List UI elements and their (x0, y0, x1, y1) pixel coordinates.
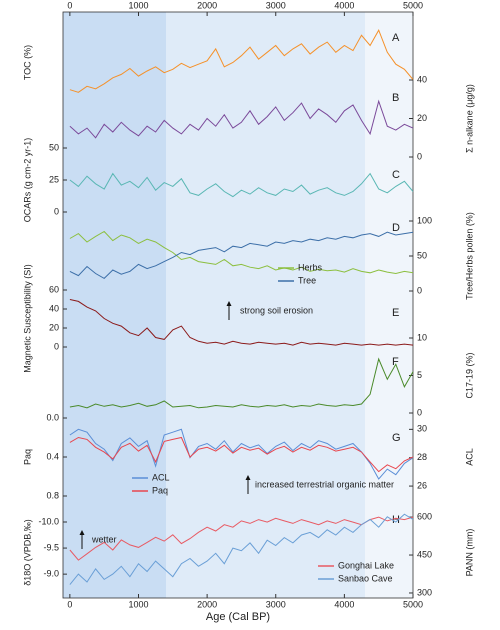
annotation-arrowhead (226, 301, 232, 306)
y-tick-label: 0 (54, 206, 59, 216)
y2-axis-label: C17-19 (%) (464, 352, 474, 398)
data-line (69, 299, 414, 346)
y-tick-label: 0 (54, 341, 59, 351)
y-tick-label: -9.0 (43, 569, 59, 579)
data-line (69, 230, 414, 275)
y2-tick-label: 50 (417, 250, 427, 260)
y-tick-label: 60 (49, 284, 59, 294)
y2-tick-label: 10 (417, 332, 427, 342)
annotation: strong soil erosion (240, 305, 313, 315)
period-shade (63, 12, 166, 598)
data-line (69, 357, 414, 409)
y2-tick-label: 5 (417, 370, 422, 380)
data-line (69, 172, 414, 198)
y2-axis-label: Σ n-alkane (μg/g) (464, 84, 474, 153)
y2-tick-label: 100 (417, 215, 432, 225)
panel-letter: E (392, 307, 399, 319)
y-tick-label: 25 (49, 174, 59, 184)
y-tick-label: 0.8 (46, 490, 59, 500)
y-axis-label: TOC (%) (22, 45, 32, 80)
annotation-arrowhead (79, 530, 85, 535)
data-line (69, 231, 414, 280)
y2-tick-label: 600 (417, 511, 432, 521)
y2-tick-label: 0 (417, 285, 422, 295)
panel-letter: A (392, 32, 400, 44)
x-tick-label: 0 (67, 599, 72, 609)
data-line (69, 99, 414, 139)
x-tick-label: 2000 (197, 0, 217, 10)
x-tick-label: 3000 (266, 0, 286, 10)
legend-label: Herbs (298, 262, 323, 272)
legend-label: Gonghai Lake (338, 560, 394, 570)
y-axis-label: Paq (22, 449, 32, 465)
legend-label: Tree (298, 275, 316, 285)
x-tick-label: 0 (67, 0, 72, 10)
data-line (69, 29, 414, 93)
y-axis-label: OCARs (g cm-2 yr-1) (22, 138, 32, 223)
data-line (69, 513, 414, 585)
data-line (69, 428, 414, 480)
annotation: increased terrestrial organic matter (255, 479, 394, 489)
y-axis-label: Magnetic Susceptibility (SI) (22, 264, 32, 373)
y-tick-label: 40 (49, 303, 59, 313)
y2-tick-label: 20 (417, 113, 427, 123)
panel-letter: G (392, 432, 401, 444)
y-tick-label: -10.0 (38, 516, 59, 526)
y-tick-label: 50 (49, 142, 59, 152)
annotation: wetter (91, 534, 117, 544)
y-tick-label: 0.0 (46, 412, 59, 422)
y2-axis-label: ACL (464, 448, 474, 466)
y-tick-label: 0.4 (46, 451, 59, 461)
data-line (69, 436, 414, 473)
y2-axis-label: Tree/Herbs pollen (%) (464, 212, 474, 300)
period-shade (365, 12, 413, 598)
x-tick-label: 5000 (403, 0, 423, 10)
period-shade (166, 12, 365, 598)
panel-letter: F (392, 356, 399, 368)
x-tick-label: 2000 (197, 599, 217, 609)
x-tick-label: 4000 (334, 0, 354, 10)
data-line (69, 516, 414, 561)
legend-label: ACL (152, 472, 170, 482)
x-tick-label: 1000 (128, 599, 148, 609)
panel-letter: H (392, 514, 400, 526)
frame (62, 11, 414, 599)
y-axis-label: δ18O (VPDB,‰) (22, 519, 32, 586)
panel-letter: D (392, 222, 400, 234)
y2-axis-label: PANN (mm) (464, 529, 474, 577)
x-axis-label: Age (Cal BP) (206, 611, 270, 623)
legend-label: Paq (152, 485, 168, 495)
y2-tick-label: 40 (417, 74, 427, 84)
x-tick-label: 4000 (334, 599, 354, 609)
y2-tick-label: 0 (417, 407, 422, 417)
panel-letter: C (392, 169, 400, 181)
y2-tick-label: 0 (417, 151, 422, 161)
panel-letter: B (392, 92, 399, 104)
y2-tick-label: 300 (417, 587, 432, 597)
y2-tick-label: 26 (417, 480, 427, 490)
annotation-arrowhead (245, 475, 251, 480)
y2-tick-label: 450 (417, 549, 432, 559)
y2-tick-label: 28 (417, 452, 427, 462)
y2-tick-label: 30 (417, 424, 427, 434)
legend-label: Sanbao Cave (338, 573, 393, 583)
x-tick-label: 5000 (403, 599, 423, 609)
x-tick-label: 1000 (128, 0, 148, 10)
x-tick-label: 3000 (266, 599, 286, 609)
y-tick-label: 20 (49, 322, 59, 332)
y-tick-label: -9.5 (43, 542, 59, 552)
